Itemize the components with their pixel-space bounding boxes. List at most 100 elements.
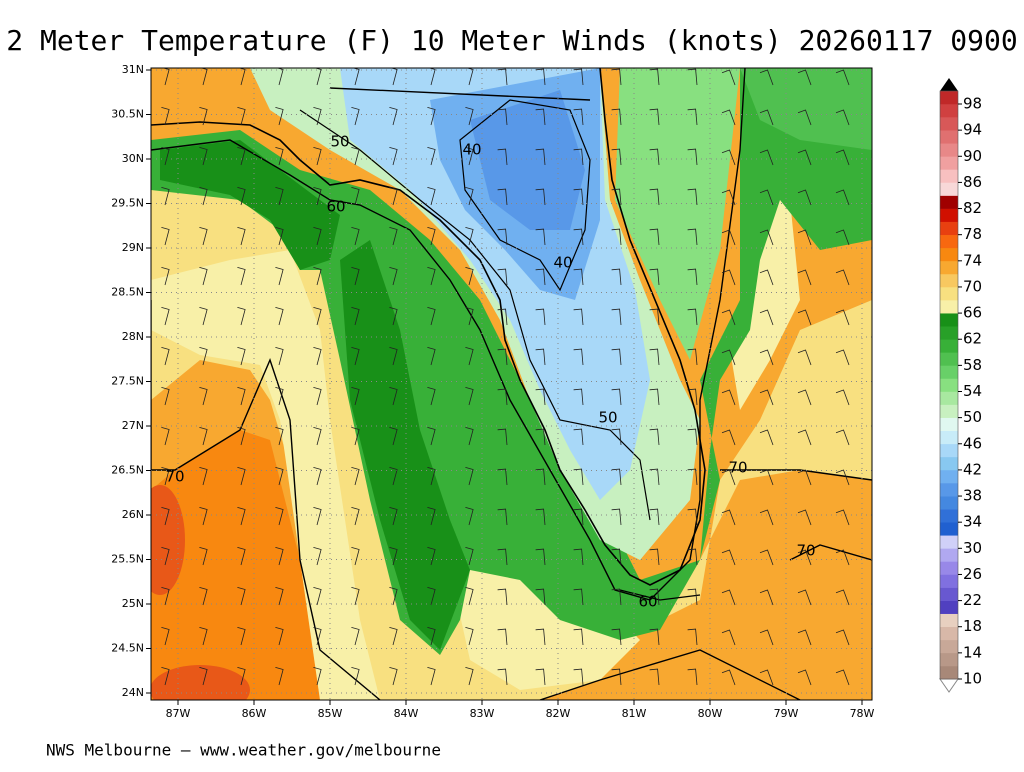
wind-barb [721, 469, 736, 486]
colorbar-swatch [940, 652, 958, 667]
wind-barb [161, 427, 170, 446]
colorbar-swatch [940, 404, 958, 418]
colorbar-swatch [940, 483, 958, 497]
wind-barb [687, 428, 698, 446]
wind-barb [797, 549, 812, 566]
wind-barb [649, 108, 660, 126]
wind-barb [835, 469, 850, 486]
wind-barb [687, 268, 698, 286]
colorbar-label: 66 [963, 304, 982, 322]
colorbar-label: 82 [963, 199, 982, 217]
wind-barb [797, 669, 812, 686]
wind-barb [161, 627, 170, 646]
wind-barb [351, 587, 360, 606]
wind-barb [351, 267, 360, 286]
wind-barb [465, 107, 474, 126]
wind-barb [721, 109, 736, 126]
wind-barb [199, 267, 208, 286]
wind-barb [389, 547, 398, 566]
wind-barb [275, 587, 284, 606]
colorbar-swatch [940, 234, 958, 249]
wind-barb [275, 427, 284, 446]
wind-barb [313, 307, 322, 326]
lat-label: 24N [122, 686, 144, 699]
wind-barb [573, 148, 584, 166]
wind-barb [687, 588, 698, 606]
wind-barb [797, 429, 812, 446]
wind-barb [649, 188, 660, 206]
lat-label: 25.5N [111, 553, 144, 566]
wind-barb [275, 627, 284, 646]
wind-barb [313, 627, 322, 646]
wind-barb [835, 589, 850, 606]
wind-barb [573, 388, 584, 406]
wind-barb [161, 227, 170, 246]
wind-barb [611, 668, 622, 686]
wind-barb [351, 467, 360, 486]
field [615, 68, 740, 360]
colorbar-swatch [940, 352, 958, 366]
wind-barb [199, 427, 208, 446]
wind-barb [687, 348, 698, 366]
field [450, 560, 640, 690]
wind-barb [351, 347, 360, 366]
wind-barb [237, 347, 246, 366]
colorbar-swatch [940, 365, 958, 379]
wind-barb [237, 267, 246, 286]
wind-barb [465, 587, 474, 606]
wind-barb [721, 589, 736, 606]
wind-barb [161, 187, 170, 206]
wind-barb [199, 587, 208, 606]
wind-barb [465, 267, 474, 286]
wind-barb [573, 308, 584, 326]
wind-barb [427, 147, 436, 166]
wind-barb [313, 227, 322, 246]
wind-barb [465, 387, 474, 406]
wind-barb [199, 227, 208, 246]
wind-barb [759, 109, 774, 126]
wind-barb [535, 548, 546, 566]
field [151, 485, 185, 595]
wind-barb [465, 627, 474, 646]
wind-barb [797, 309, 812, 326]
lon-label: 78W [850, 707, 875, 720]
colorbar-label: 34 [963, 513, 982, 531]
wind-barb [497, 348, 508, 366]
colorbar-label: 86 [963, 173, 982, 191]
wind-barb [237, 627, 246, 646]
wind-barb [687, 228, 698, 246]
wind-barb [351, 507, 360, 526]
wind-barb [351, 147, 360, 166]
wind-barb [721, 629, 736, 646]
colorbar-label: 94 [963, 121, 982, 139]
wind-barb [465, 667, 474, 686]
wind-barb [835, 629, 850, 646]
wind-barb [497, 428, 508, 446]
wind-barb [497, 68, 508, 86]
wind-barb [497, 548, 508, 566]
wind-barb [835, 69, 850, 86]
lat-label: 27.5N [111, 375, 144, 388]
colorbar-swatch [940, 626, 958, 641]
wind-barb [649, 508, 660, 526]
wind-barb [275, 307, 284, 326]
field [160, 140, 340, 270]
wind-barb [611, 188, 622, 206]
wind-barb [573, 68, 584, 86]
wind-barb [389, 387, 398, 406]
wind-barb [427, 627, 436, 646]
wind-barb [199, 347, 208, 366]
colorbar-swatch [940, 300, 958, 314]
wind-barb [759, 549, 774, 566]
wind-barb [199, 467, 208, 486]
contour-label: 70 [728, 459, 747, 477]
wind-barb [427, 427, 436, 446]
colorbar-swatch [940, 169, 958, 183]
colorbar-swatch [940, 587, 958, 601]
wind-barb [427, 387, 436, 406]
wind-barb [759, 349, 774, 366]
wind-barb [389, 467, 398, 486]
wind-barb [759, 389, 774, 406]
wind-barb [573, 508, 584, 526]
wind-barb [573, 268, 584, 286]
